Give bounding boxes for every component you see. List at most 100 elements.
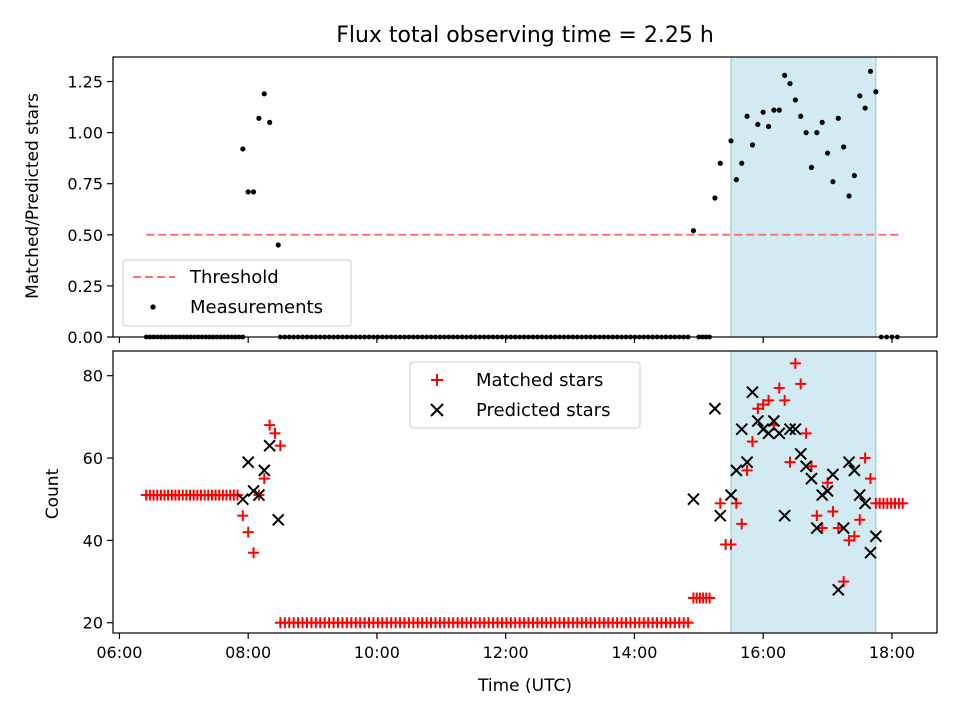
measurement-point bbox=[744, 113, 750, 119]
predicted-star-point bbox=[751, 414, 765, 428]
predicted-marker-b bbox=[258, 464, 271, 477]
legend-threshold-label: Threshold bbox=[189, 267, 279, 288]
predicted-star-point bbox=[794, 447, 807, 461]
shaded-interval bbox=[730, 56, 877, 338]
x-tick-label: 18:00 bbox=[869, 643, 915, 662]
predicted-marker-b bbox=[730, 464, 743, 477]
predicted-star-point bbox=[252, 488, 266, 502]
measurement-point bbox=[846, 193, 852, 199]
matched-star-point bbox=[248, 547, 260, 559]
matched-star-point bbox=[274, 440, 286, 452]
matched-star-point bbox=[682, 617, 694, 629]
y-tick-label: 40 bbox=[83, 531, 103, 550]
legend-predicted-label: Predicted stars bbox=[476, 400, 610, 421]
measurement-point bbox=[765, 123, 772, 130]
predicted-marker-b bbox=[869, 530, 883, 543]
measurement-point bbox=[803, 130, 809, 136]
measurement-point bbox=[814, 130, 820, 136]
predicted-marker-b bbox=[810, 521, 824, 535]
predicted-star-point bbox=[773, 427, 786, 440]
matched-star-point bbox=[725, 538, 737, 550]
matched-star-point bbox=[827, 506, 839, 518]
predicted-marker-b bbox=[842, 455, 856, 469]
top-legend-box bbox=[122, 259, 352, 327]
predicted-marker-b bbox=[805, 472, 818, 485]
measurement-point bbox=[712, 195, 718, 201]
predicted-marker-b bbox=[724, 488, 738, 502]
predicted-star-point bbox=[724, 488, 738, 502]
matched-star-point bbox=[264, 419, 276, 431]
measurement-point bbox=[798, 113, 804, 119]
predicted-marker-b bbox=[746, 385, 759, 399]
matched-star-point bbox=[784, 456, 796, 468]
measurement-point bbox=[755, 121, 761, 128]
y-tick-label: 1.25 bbox=[67, 73, 103, 92]
matched-star-point bbox=[897, 497, 909, 509]
measurement-point bbox=[824, 150, 831, 156]
predicted-star-point bbox=[864, 546, 877, 559]
matched-star-point bbox=[789, 357, 801, 369]
predicted-star-point bbox=[762, 427, 775, 440]
predicted-star-point bbox=[853, 488, 866, 502]
predicted-marker-b bbox=[708, 402, 722, 415]
predicted-star-point bbox=[869, 530, 883, 543]
predicted-star-point bbox=[740, 455, 754, 469]
predicted-marker-b bbox=[837, 521, 850, 535]
matched-star-point bbox=[763, 394, 775, 406]
matched-star-point bbox=[859, 452, 871, 464]
predicted-star-point bbox=[848, 464, 861, 477]
predicted-marker-b bbox=[272, 513, 285, 526]
x-tick-label: 16:00 bbox=[740, 643, 786, 662]
matched-star-point bbox=[848, 530, 860, 542]
matched-star-point bbox=[805, 460, 817, 472]
matched-star-point bbox=[714, 497, 726, 509]
matched-star-point bbox=[800, 427, 812, 439]
y-tick-label: 0.00 bbox=[67, 328, 103, 347]
top-plot-area: 0.00 0.25 0.50 0.75 1.00 1.25 bbox=[67, 56, 938, 347]
predicted-star-point bbox=[858, 497, 872, 510]
predicted-marker-b bbox=[832, 583, 845, 596]
predicted-marker-b bbox=[767, 414, 781, 428]
predicted-star-point bbox=[258, 464, 271, 477]
predicted-marker-b bbox=[762, 427, 775, 440]
predicted-star-point bbox=[842, 455, 856, 469]
legend-matched-label: Matched stars bbox=[476, 370, 603, 391]
measurement-point bbox=[728, 138, 734, 144]
measurement-point bbox=[782, 72, 788, 78]
predicted-marker-b bbox=[773, 427, 786, 440]
predicted-star-point bbox=[783, 423, 797, 436]
predicted-marker-b bbox=[687, 492, 700, 506]
matched-star-point bbox=[811, 510, 823, 522]
predicted-star-point bbox=[730, 464, 743, 477]
predicted-star-point bbox=[778, 509, 791, 522]
bottom-y-axis-label: Count bbox=[43, 468, 63, 519]
predicted-marker-b bbox=[241, 455, 255, 469]
predicted-star-point bbox=[708, 402, 722, 415]
predicted-marker-b bbox=[714, 509, 727, 522]
bottom-legend-box bbox=[409, 361, 641, 429]
predicted-star-point bbox=[272, 513, 285, 526]
measurement-point bbox=[841, 144, 847, 150]
predicted-marker-b bbox=[864, 546, 877, 559]
matched-star-point bbox=[258, 473, 270, 485]
matched-star-point bbox=[854, 514, 866, 526]
predicted-marker-b bbox=[783, 423, 797, 436]
predicted-star-point bbox=[821, 484, 834, 498]
measurement-point bbox=[690, 228, 697, 234]
legend-matched-swatch bbox=[431, 374, 443, 386]
measurement-point bbox=[851, 172, 857, 179]
predicted-marker-b bbox=[789, 423, 802, 436]
measurement-point bbox=[792, 97, 798, 103]
matched-star-point bbox=[864, 473, 876, 485]
predicted-marker-b bbox=[778, 509, 791, 522]
y-tick-label: 0.75 bbox=[67, 175, 103, 194]
predicted-marker-b bbox=[853, 488, 866, 502]
predicted-star-point bbox=[805, 472, 818, 485]
measurement-point bbox=[256, 115, 262, 121]
measurement-point bbox=[873, 89, 879, 95]
axes-frame bbox=[112, 350, 938, 634]
measurement-point bbox=[760, 109, 766, 115]
measurement-point bbox=[261, 91, 267, 97]
top-legend: Threshold Measurements bbox=[122, 259, 352, 327]
predicted-star-point bbox=[799, 460, 813, 473]
